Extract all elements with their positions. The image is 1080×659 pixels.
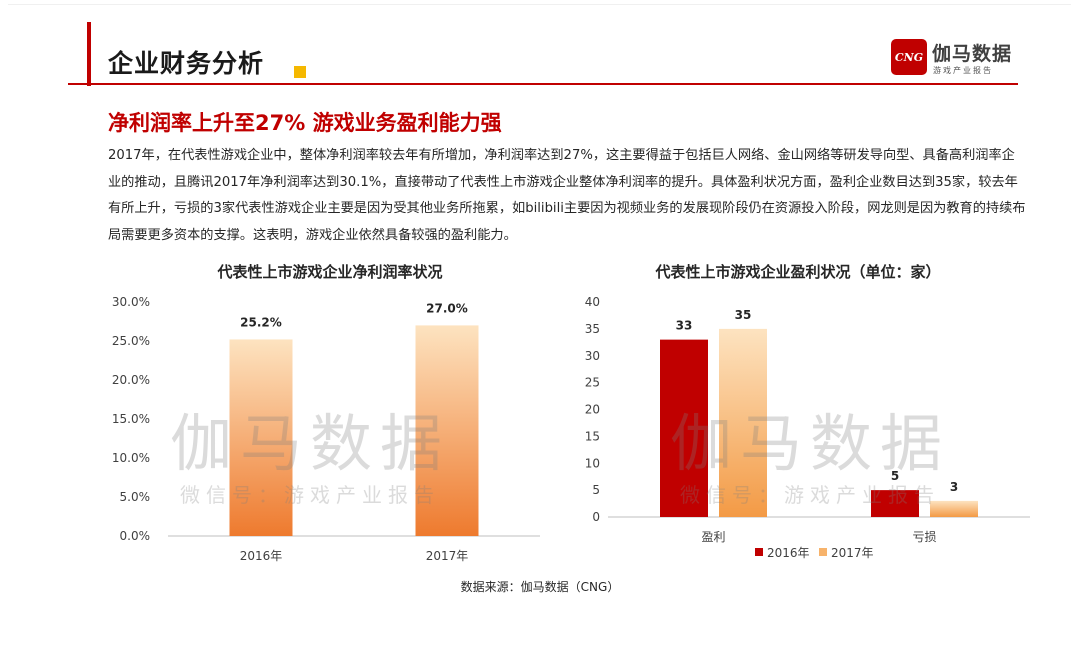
legend-label: 2017年	[831, 546, 874, 560]
y-tick-label: 20.0%	[112, 373, 150, 387]
body-paragraph: 2017年，在代表性游戏企业中，整体净利润率较去年有所增加，净利润率达到27%，…	[108, 148, 1026, 243]
data-label: 3	[950, 480, 958, 494]
legend-swatch	[755, 548, 763, 556]
watermark: 伽马数据 微信号：游戏产业报告	[170, 407, 450, 507]
page-title: 企业财务分析	[108, 49, 265, 78]
watermark-sub: 微信号：游戏产业报告	[180, 483, 440, 507]
bar-2	[415, 325, 479, 536]
watermark: 伽马数据 微信号：游戏产业报告	[670, 407, 950, 507]
y-tick-label: 5	[592, 483, 600, 497]
y-tick-label: 0.0%	[120, 529, 151, 543]
bar-亏损-2017年	[930, 500, 978, 517]
watermark-sub: 微信号：游戏产业报告	[680, 483, 940, 507]
x-tick-label: 盈利	[701, 530, 725, 544]
y-tick-label: 35	[585, 322, 600, 336]
x-tick-label: 2016年	[240, 549, 283, 563]
x-tick-label: 亏损	[912, 530, 936, 544]
y-tick-label: 10	[585, 456, 600, 470]
y-tick-label: 15	[585, 429, 600, 443]
chart-title: 代表性上市游戏企业盈利状况（单位：家）	[654, 263, 940, 281]
y-tick-label: 40	[585, 295, 600, 309]
data-label: 27.0%	[426, 301, 468, 315]
brand-logo: CNG 伽马数据 游戏产业报告	[891, 39, 1026, 79]
data-label: 5	[891, 469, 899, 483]
watermark-main: 伽马数据	[670, 407, 950, 480]
section-heading: 净利润率上升至27% 游戏业务盈利能力强	[108, 111, 502, 135]
slide-frame	[8, 4, 1071, 656]
logo-mark: CNG	[891, 39, 927, 75]
data-label: 35	[735, 308, 752, 322]
legend-label: 2016年	[767, 546, 810, 560]
legend-swatch	[819, 548, 827, 556]
y-tick-label: 5.0%	[120, 490, 151, 504]
y-tick-label: 25	[585, 376, 600, 390]
y-tick-label: 25.0%	[112, 334, 150, 348]
y-tick-label: 10.0%	[112, 451, 150, 465]
header-divider	[68, 83, 1018, 85]
data-label: 25.2%	[240, 315, 282, 329]
profit-status-chart: 代表性上市游戏企业盈利状况（单位：家） 0 5 10 15 20 25 30 35 40 33 3…	[560, 255, 1040, 575]
net-margin-chart-svg: 代表性上市游戏企业净利润率状况 0.0% 5.0% 10.0% 15.0% 20.0% 2…	[112, 263, 540, 563]
y-tick-label: 30	[585, 349, 600, 363]
bar-亏损-2016年	[871, 490, 919, 517]
watermark-main: 伽马数据	[170, 407, 450, 480]
bar-盈利-2016年	[660, 339, 708, 517]
header-accent-bar	[87, 22, 91, 86]
chart-title: 代表性上市游戏企业净利润率状况	[216, 263, 442, 281]
y-tick-label: 20	[585, 403, 600, 417]
bar-盈利-2017年	[719, 328, 767, 517]
title-accent-square	[294, 66, 306, 78]
y-tick-label: 30.0%	[112, 295, 150, 309]
net-margin-chart: 代表性上市游戏企业净利润率状况 0.0% 5.0% 10.0% 15.0% 20.0% 2…	[100, 255, 560, 575]
x-tick-label: 2017年	[426, 549, 469, 563]
bar-1	[229, 339, 293, 536]
logo-name: 伽马数据	[932, 43, 1013, 65]
logo-subtitle: 游戏产业报告	[933, 66, 993, 75]
data-source: 数据来源：伽马数据（CNG）	[460, 580, 620, 594]
y-tick-label: 15.0%	[112, 412, 150, 426]
data-label: 33	[676, 319, 693, 333]
y-tick-label: 0	[592, 510, 600, 524]
